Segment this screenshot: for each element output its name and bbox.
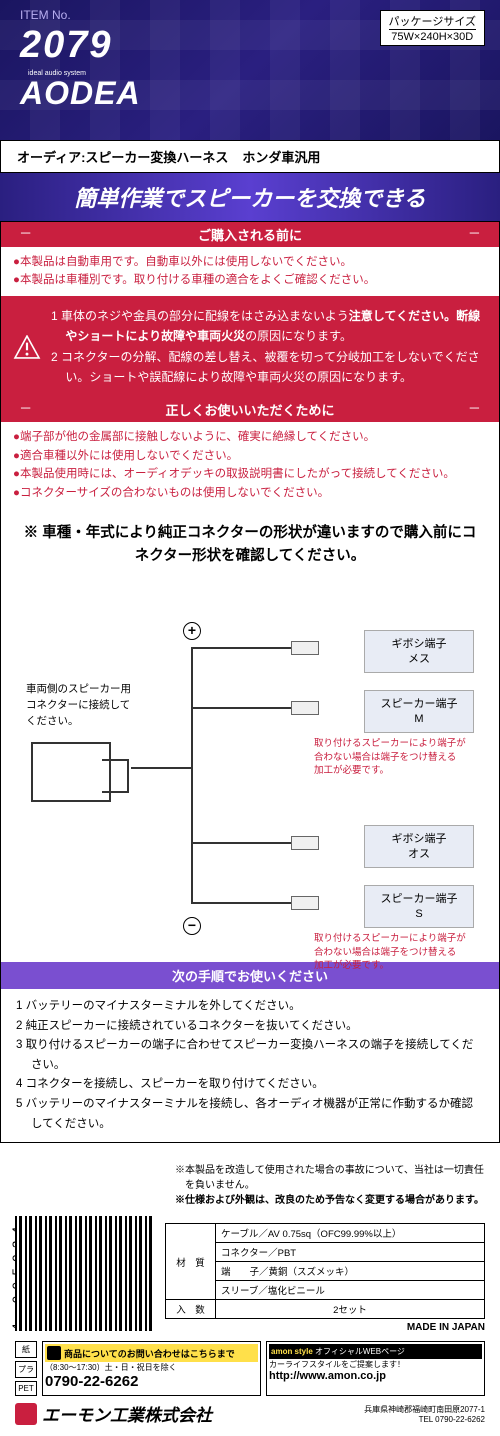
company-line: エーモン工業株式会社 兵庫県神崎郡福崎町南田原2077-1 TEL 0790-2… xyxy=(15,1401,485,1426)
terminal-icon xyxy=(291,896,319,910)
footer-notes: ※本製品を改造して使用された場合の事故について、当社は一切責任を負いません。 ※… xyxy=(15,1163,485,1208)
spec-material-label: 材 質 xyxy=(166,1224,216,1300)
contact-box: 紙 プラ PET 商品についてのお問い合わせはこちらまで （8:30〜17:30… xyxy=(15,1341,485,1396)
recycle-icon: 紙 xyxy=(15,1341,37,1358)
contact-tel: 0790-22-6262 xyxy=(45,1373,258,1390)
spec-table: 材 質 ケーブル／AV 0.75sq（OFC99.99%以上） コネクター／PB… xyxy=(165,1223,485,1319)
contact-tagline: カーライフスタイルをご提案します！ xyxy=(269,1359,482,1370)
correct-use-text: ●端子部が他の金属部に接触しないように、確実に絶縁してください。 ●適合車種以外… xyxy=(1,422,499,508)
warning-item: コネクターの分解、配線の差し替え、被覆を切って分岐加工をしないでください。ショー… xyxy=(51,347,487,388)
correct-use-line: ●適合車種以外には使用しないでください。 xyxy=(13,447,487,465)
footer-note: ※仕様および外観は、改良のため予告なく変更する場合があります。 xyxy=(175,1193,485,1208)
barcode-bars xyxy=(15,1216,155,1331)
plus-icon: + xyxy=(183,622,201,640)
company-logo-icon xyxy=(15,1403,37,1425)
terminal-label: ギボシ端子 メス xyxy=(364,630,474,673)
company-address: 兵庫県神崎郡福崎町南田原2077-1 TEL 0790-22-6262 xyxy=(364,1404,485,1424)
spec-cell: コネクター／PBT xyxy=(216,1243,485,1262)
hero-headline: 簡単作業でスピーカーを交換できる xyxy=(0,173,500,221)
contact-phone-box: 商品についてのお問い合わせはこちらまで （8:30〜17:30）土・日・祝日を除… xyxy=(42,1341,261,1396)
spec-qty: 2セット xyxy=(216,1300,485,1319)
warning-box: 車体のネジや金具の部分に配線をはさみ込まないよう注意してください。断線やショート… xyxy=(1,296,499,398)
wire xyxy=(191,902,291,904)
terminal-icon xyxy=(291,836,319,850)
wire xyxy=(191,842,291,844)
footer: ※本製品を改造して使用された場合の事故について、当社は一切責任を負いません。 ※… xyxy=(0,1143,500,1436)
subheader: オーディア:スピーカー変換ハーネス ホンダ車汎用 xyxy=(0,140,500,173)
company-name: エーモン工業株式会社 xyxy=(42,1401,212,1426)
item-label: ITEM No. xyxy=(20,8,71,22)
wire xyxy=(191,647,291,649)
wire xyxy=(131,767,191,769)
before-purchase-title: ご購入される前に xyxy=(1,222,499,247)
product-category: オーディア:スピーカー変換ハーネス xyxy=(11,145,234,168)
product-fit: ホンダ車汎用 xyxy=(242,147,320,166)
header-banner: ITEM No. 2079 ideal audio system AODEA パ… xyxy=(0,0,500,140)
step-item: 3 取り付けるスピーカーの端子に合わせてスピーカー変換ハーネスの端子を接続してく… xyxy=(16,1036,484,1075)
correct-use-title: 正しくお使いいただくために xyxy=(1,397,499,422)
spec-cell: スリーブ／塩化ビニール xyxy=(216,1281,485,1300)
correct-use-line: ●端子部が他の金属部に接触しないように、確実に絶縁してください。 xyxy=(13,428,487,446)
minus-icon: − xyxy=(183,917,201,935)
terminal-label: スピーカー端子 M xyxy=(364,690,474,733)
recycle-icons: 紙 プラ PET xyxy=(15,1341,37,1396)
spec-area: 4 905034 020795 材 質 ケーブル／AV 0.75sq（OFC99… xyxy=(15,1216,485,1333)
connector-label: 車両側のスピーカー用 コネクターに接続して ください。 xyxy=(26,682,131,729)
contact-yellow-bar: 商品についてのお問い合わせはこちらまで xyxy=(45,1344,258,1362)
wiring-diagram: 車両側のスピーカー用 コネクターに接続して ください。 + − ギボシ端子 メス… xyxy=(1,582,499,962)
package-size-label: パッケージサイズ xyxy=(389,13,476,29)
barcode: 4 905034 020795 xyxy=(15,1216,155,1333)
package-size-box: パッケージサイズ 75W×240H×30D xyxy=(380,10,485,46)
contact-url: http://www.amon.co.jp xyxy=(269,1370,482,1382)
connector-icon xyxy=(31,742,111,802)
wire xyxy=(191,707,291,709)
package-dimensions: 75W×240H×30D xyxy=(389,29,476,43)
step-item: 5 バッテリーのマイナスターミナルを接続し、各オーディオ機器が正常に作動するか確… xyxy=(16,1095,484,1134)
item-number: 2079 xyxy=(20,24,113,67)
before-purchase-line: ●本製品は自動車用です。自動車以外には使用しないでください。 xyxy=(13,253,487,271)
brand-logo: AODEA xyxy=(20,75,141,112)
wire xyxy=(191,767,193,902)
step-item: 2 純正スピーカーに接続されているコネクターを抜いてください。 xyxy=(16,1017,484,1037)
connector-notice: ※ 車種・年式により純正コネクターの形状が違いますので購入前にコネクター形状を確… xyxy=(1,508,499,582)
phone-icon xyxy=(47,1346,61,1360)
warning-item: 車体のネジや金具の部分に配線をはさみ込まないよう注意してください。断線やショート… xyxy=(51,306,487,347)
before-purchase-text: ●本製品は自動車用です。自動車以外には使用しないでください。 ●本製品は車種別で… xyxy=(1,247,499,296)
terminal-note: 取り付けるスピーカーにより端子が 合わない場合は端子をつけ替える 加工が必要です… xyxy=(314,932,474,972)
before-purchase-line: ●本製品は車種別です。取り付ける車種の適合をよくご確認ください。 xyxy=(13,271,487,289)
spec-cell: ケーブル／AV 0.75sq（OFC99.99%以上） xyxy=(216,1224,485,1243)
steps-list: 1 バッテリーのマイナスターミナルを外してください。 2 純正スピーカーに接続さ… xyxy=(1,989,499,1142)
terminal-note: 取り付けるスピーカーにより端子が 合わない場合は端子をつけ替える 加工が必要です… xyxy=(314,737,474,777)
terminal-label: スピーカー端子 S xyxy=(364,885,474,928)
contact-web-box: amon style オフィシャルWEBページ カーライフスタイルをご提案します… xyxy=(266,1341,485,1396)
main-panel: ご購入される前に ●本製品は自動車用です。自動車以外には使用しないでください。 … xyxy=(0,221,500,1143)
terminal-icon xyxy=(291,701,319,715)
correct-use-line: ●本製品使用時には、オーディオデッキの取扱説明書にしたがって接続してください。 xyxy=(13,465,487,483)
step-item: 4 コネクターを接続し、スピーカーを取り付けてください。 xyxy=(16,1075,484,1095)
terminal-label: ギボシ端子 オス xyxy=(364,825,474,868)
spec-qty-label: 入 数 xyxy=(166,1300,216,1319)
contact-black-bar: amon style オフィシャルWEBページ xyxy=(269,1344,482,1359)
footer-note: ※本製品を改造して使用された場合の事故について、当社は一切責任を負いません。 xyxy=(175,1163,485,1193)
made-in-label: MADE IN JAPAN xyxy=(165,1322,485,1333)
contact-hours: （8:30〜17:30）土・日・祝日を除く xyxy=(45,1362,258,1373)
recycle-icon: PET xyxy=(15,1381,37,1396)
correct-use-line: ●コネクターサイズの合わないものは使用しないでください。 xyxy=(13,484,487,502)
spec-cell: 端 子／黄銅（スズメッキ） xyxy=(216,1262,485,1281)
terminal-icon xyxy=(291,641,319,655)
warning-icon xyxy=(13,335,41,359)
step-item: 1 バッテリーのマイナスターミナルを外してください。 xyxy=(16,997,484,1017)
